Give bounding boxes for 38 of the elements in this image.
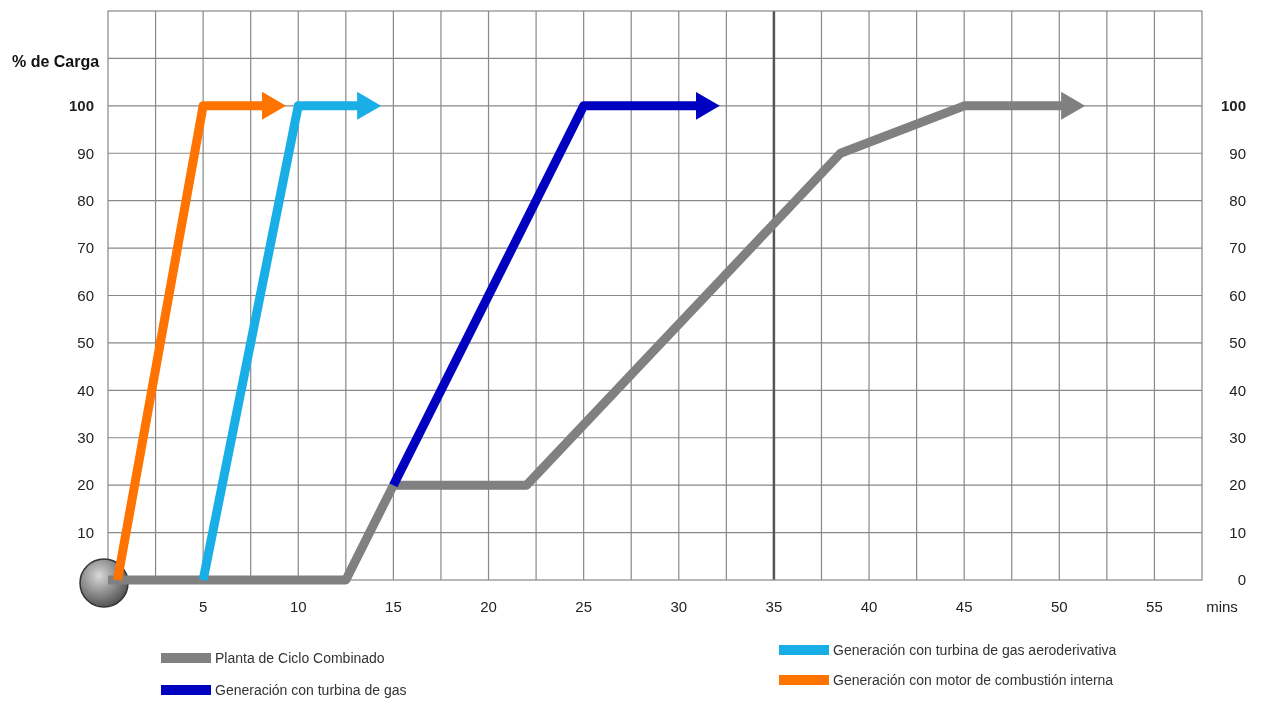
y-tick-label: 90: [77, 144, 94, 162]
y2-tick-label: 50: [1229, 334, 1246, 352]
y2-tick-label: 30: [1229, 429, 1246, 446]
y2-tick-label: 60: [1229, 286, 1246, 304]
y2-tick-label: 70: [1229, 239, 1246, 257]
x-axis-title: mins: [1206, 598, 1238, 615]
x-tick-label: 20: [480, 598, 497, 615]
x-tick-label: 35: [765, 598, 783, 615]
x-tick-label: 30: [670, 598, 688, 615]
y2-tick-label: 0: [1237, 571, 1246, 589]
x-tick-label: 40: [860, 598, 878, 615]
y-tick-label: 60: [77, 286, 94, 304]
y2-tick-label: 80: [1229, 191, 1246, 209]
x-tick-label: 25: [575, 598, 592, 615]
y2-tick-label: 20: [1229, 476, 1246, 494]
y2-tick-label: 40: [1229, 381, 1246, 399]
legend-label: Generación con turbina de gas: [215, 681, 407, 698]
x-tick-label: 5: [198, 598, 208, 615]
y-tick-label: 20: [77, 476, 94, 494]
x-tick-label: 50: [1050, 598, 1068, 615]
y2-tick-label: 100: [1220, 97, 1246, 115]
x-tick-label: 45: [955, 598, 973, 615]
legend-label: Generación con motor de combustión interna: [833, 671, 1114, 688]
x-tick-label: 10: [289, 598, 307, 615]
legend-label: Planta de Ciclo Combinado: [215, 649, 385, 666]
y-tick-label: 30: [77, 429, 94, 446]
y-axis-title: % de Carga: [12, 53, 100, 70]
y-tick-label: 40: [77, 381, 94, 399]
y2-tick-label: 10: [1229, 523, 1246, 541]
x-tick-label: 15: [385, 598, 402, 615]
y-tick-label: 70: [77, 239, 94, 257]
x-tick-label: 55: [1146, 598, 1163, 615]
y-tick-label: 80: [77, 191, 94, 209]
y-tick-label: 100: [68, 97, 94, 115]
y-tick-label: 10: [77, 523, 94, 541]
y2-tick-label: 90: [1229, 144, 1246, 162]
y-tick-label: 50: [77, 334, 94, 352]
legend-label: Generación con turbina de gas aeroderivativa: [833, 641, 1117, 658]
